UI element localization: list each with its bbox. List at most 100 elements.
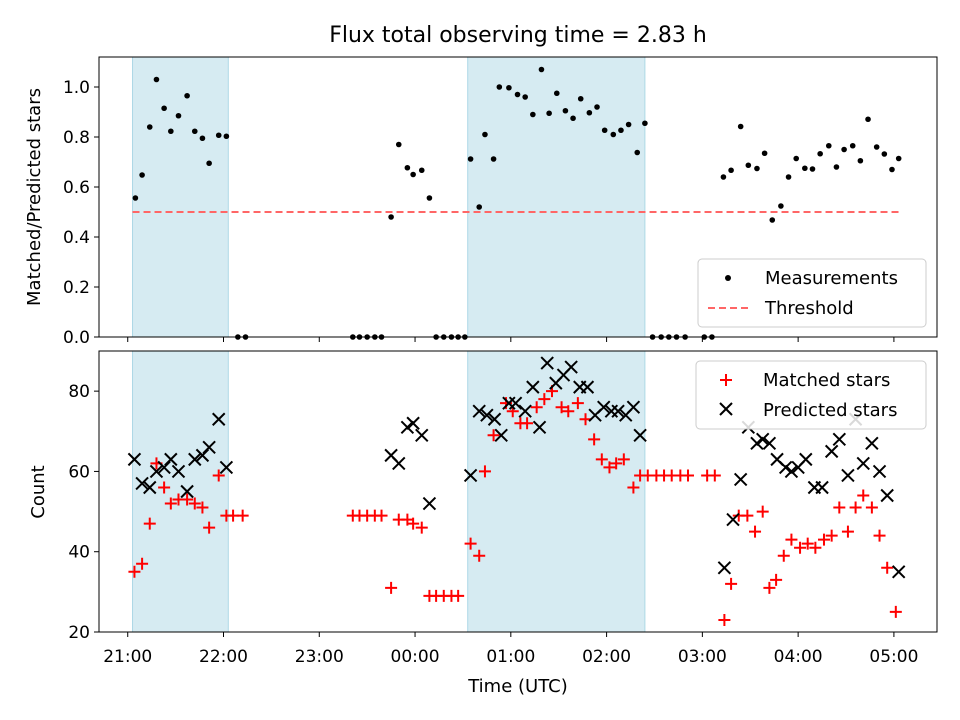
matched-star-point xyxy=(865,501,878,514)
matched-star-point xyxy=(588,433,601,446)
matched-star-point xyxy=(849,501,862,514)
matched-star-point xyxy=(785,533,798,546)
y-tick-label: 0.2 xyxy=(63,278,90,298)
matched-star-point xyxy=(555,401,568,414)
measurement-point xyxy=(778,203,784,209)
predicted-stars-points xyxy=(127,356,906,579)
predicted-star-point xyxy=(202,440,216,455)
predicted-star-point xyxy=(891,565,906,579)
predicted-star-point xyxy=(219,460,234,475)
measurement-point xyxy=(215,132,222,139)
matched-star-point xyxy=(889,605,902,618)
measurement-point xyxy=(184,92,190,99)
measurement-point xyxy=(395,141,402,148)
measurement-point xyxy=(817,150,823,157)
top-y-axis-label: Matched/Predicted stars xyxy=(24,88,45,306)
predicted-star-point xyxy=(580,380,595,394)
y-tick-label: 0.8 xyxy=(63,128,90,148)
matched-star-point xyxy=(464,537,477,550)
matched-star-point xyxy=(236,509,249,522)
x-tick-label: 22:00 xyxy=(199,647,248,667)
shaded-interval xyxy=(467,56,646,338)
measurement-point xyxy=(482,131,488,138)
measurement-point xyxy=(418,167,425,174)
predicted-star-point xyxy=(143,480,157,495)
measurement-point xyxy=(161,105,167,112)
measurement-point xyxy=(553,90,560,97)
x-tick-label: 04:00 xyxy=(774,647,823,667)
matched-star-point xyxy=(749,525,762,538)
predicted-star-point xyxy=(487,412,502,426)
measurement-point xyxy=(514,91,521,98)
matched-star-point xyxy=(473,549,486,562)
predicted-star-point xyxy=(135,476,149,491)
chart-title: Flux total observing time = 2.83 h xyxy=(329,23,707,48)
y-tick-label: 60 xyxy=(68,462,90,482)
matched-star-point xyxy=(415,521,428,534)
measurement-point xyxy=(570,115,576,122)
matched-star-point xyxy=(158,481,171,494)
measurement-point xyxy=(546,110,552,117)
matched-star-point xyxy=(538,393,551,406)
predicted-star-point xyxy=(832,432,847,447)
top-panel: 0.0 0.2 0.4 0.6 0.8 1.0 Flux total observing … xyxy=(24,23,938,348)
y-tick-label: 0.6 xyxy=(63,178,90,198)
predicted-star-point xyxy=(171,464,186,479)
y-tick-label: 20 xyxy=(68,623,90,643)
legend-matched-marker xyxy=(720,374,732,386)
predicted-star-point xyxy=(784,464,799,479)
predicted-star-point xyxy=(494,428,508,443)
predicted-star-point xyxy=(872,464,887,479)
predicted-star-point xyxy=(212,412,226,426)
measurement-point xyxy=(625,121,632,128)
bottom-legend-box xyxy=(695,360,927,430)
predicted-star-point xyxy=(824,444,839,459)
predicted-star-point xyxy=(755,432,770,447)
matched-star-point xyxy=(756,505,769,518)
measurement-point xyxy=(761,150,768,157)
predicted-star-point xyxy=(626,400,641,414)
measurement-point xyxy=(889,166,895,173)
matched-star-point xyxy=(741,509,754,522)
measurement-point xyxy=(785,174,792,180)
measurement-point xyxy=(802,165,808,172)
measurement-point xyxy=(865,116,871,123)
x-axis-label: Time (UTC) xyxy=(467,676,568,697)
matched-star-point xyxy=(603,461,616,474)
bottom-axes-frame xyxy=(98,350,938,633)
matched-star-point xyxy=(203,521,216,534)
measurement-point xyxy=(737,123,744,130)
predicted-star-point xyxy=(415,428,429,443)
matched-star-point xyxy=(164,497,177,510)
x-tick-label: 00:00 xyxy=(391,647,440,667)
measurement-point xyxy=(168,128,174,135)
measurement-point xyxy=(577,95,584,102)
matched-star-point xyxy=(188,497,201,510)
bottom-x-ticks: 21:00 22:00 23:00 00:00 01:00 02:00 03:00 04:00… xyxy=(103,632,918,667)
measurement-point xyxy=(388,214,394,220)
measurement-point xyxy=(467,156,474,162)
predicted-star-point xyxy=(633,428,647,443)
bottom-shaded-intervals xyxy=(132,350,646,633)
predicted-star-point xyxy=(778,460,793,475)
matched-star-point xyxy=(681,469,694,482)
matched-star-point xyxy=(817,533,830,546)
measurement-point xyxy=(594,104,600,110)
matched-star-point xyxy=(841,525,854,538)
top-y-ticks: 0.0 0.2 0.4 0.6 0.8 1.0 xyxy=(63,78,99,348)
predicted-star-point xyxy=(717,561,732,575)
measurement-point xyxy=(769,217,776,223)
measurement-point xyxy=(191,128,198,135)
measurement-point xyxy=(426,195,433,201)
top-x-ticks xyxy=(127,337,895,342)
measurement-point xyxy=(538,66,545,73)
matched-star-point xyxy=(825,529,838,542)
bottom-y-axis-label: Count xyxy=(28,465,49,518)
predicted-star-point xyxy=(463,468,478,483)
matched-star-point xyxy=(833,501,846,514)
predicted-star-point xyxy=(188,452,202,467)
predicted-star-point xyxy=(762,436,777,451)
measurement-point xyxy=(146,124,153,130)
measurement-point xyxy=(809,166,816,172)
